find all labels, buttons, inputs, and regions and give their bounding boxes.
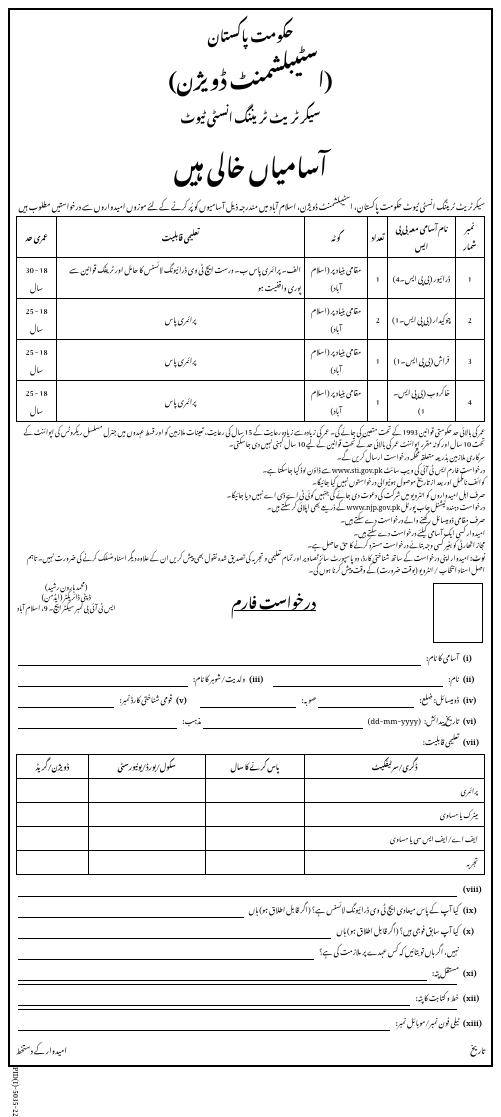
- form-row: (ix)کیا آپ کے پاس میعادی ایچ ٹی وی ڈرائی…: [16, 900, 485, 918]
- photo-box: [433, 583, 483, 643]
- form-row: (iv)ڈومیسائل: ضلع:صوبہ:(v)قومی شناختی کا…: [16, 690, 485, 708]
- field-line[interactable]: [18, 917, 244, 918]
- institute-line: سیکرٹریٹ ٹریننگ انسٹی ٹیوٹ: [16, 101, 485, 131]
- sign-label: امیدوار کے دستخط: [16, 1039, 67, 1059]
- intro-text: سیکرٹریٹ ٹریننگ انسٹی ٹیوٹ حکومت پاکستان…: [16, 199, 485, 212]
- note-text: امیدوار اپنی درخواست کے ساتھ شناختی کارڈ…: [27, 549, 485, 579]
- form-row: [16, 1009, 485, 1010]
- form-row: (xii)خط و کتابت کا پتہ:: [16, 988, 485, 1006]
- col-post: نام آسامی معہ بی پی ایس: [388, 216, 455, 257]
- form-row: (ii)نام:(iii)ولدیت/شوہر کا نام:: [16, 669, 485, 687]
- field-line[interactable]: [18, 665, 421, 666]
- education-table: ڈگری/سرٹیفکیٹ پاس کرنے کا سال سکول/بورڈ/…: [16, 754, 485, 875]
- field-line[interactable]: [318, 707, 414, 708]
- notes-block: عمر کی بالائی حد حکومتی قوانین 1993 کے ت…: [16, 426, 485, 577]
- field-line[interactable]: [18, 728, 177, 729]
- jobs-header-row: نمبر شمار نام آسامی معہ بی پی ایس تعداد …: [17, 216, 485, 257]
- label-permaddr: مستقل پتہ:: [432, 963, 459, 981]
- field-line[interactable]: [18, 1009, 457, 1010]
- signature-block: (محمد ہارون رشید) ڈپٹی ڈائریکٹر (ایڈمن) …: [16, 581, 116, 615]
- field-line[interactable]: [18, 959, 314, 960]
- col-qualification: تعلیمی قابلیت: [57, 216, 305, 257]
- table-row: پرائمری: [17, 778, 485, 802]
- edu-col-grade: ڈویژن/گریڈ: [17, 754, 89, 778]
- form-row: (x)کیا آپ سابق فوجی ہیں؟ (اگر قابل اطلاق…: [16, 921, 485, 939]
- form-row: (i)آسامی کا نام:: [16, 648, 485, 666]
- jobs-table: نمبر شمار نام آسامی معہ بی پی ایس تعداد …: [16, 216, 485, 422]
- table-row: میٹرک یا مساوی: [17, 802, 485, 826]
- table-row: ایف اے/ایف ایس سی یا مساوی: [17, 826, 485, 850]
- table-row: 1ڈرائیور (بی پی ایس۔4)1مقامی بنیاد پر (ا…: [17, 257, 485, 298]
- label-religion: مذہب:: [182, 711, 201, 729]
- col-count: تعداد: [368, 216, 388, 257]
- form-row: (xiii)ٹیلی فون نمبر/موبائل نمبر:: [16, 1013, 485, 1031]
- table-row: 4خاکروب (بی پی ایس۔1)1مقامی بنیاد پر (اس…: [17, 380, 485, 421]
- field-line[interactable]: [18, 1005, 410, 1006]
- table-row: 3فراش (بی پی ایس۔1)1مقامی بنیاد پر (اسلا…: [17, 339, 485, 380]
- field-line[interactable]: [18, 707, 114, 708]
- label-license: کیا آپ کے پاس میعادی ایچ ٹی وی ڈرائیونگ …: [249, 900, 459, 918]
- label-exarmy: کیا آپ سابق فوجی ہیں؟ (اگر قابل اطلاق ہو…: [336, 921, 459, 939]
- footer-row: تاریخ امیدوار کے دستخط: [16, 1039, 485, 1059]
- label-phone: ٹیلی فون نمبر/موبائل نمبر:: [395, 1013, 459, 1031]
- label-dobfmt: (dd-mm-yyyy): [368, 711, 421, 729]
- form-row: [16, 984, 485, 985]
- division-line: (اسٹیبلشمنٹ ڈویژن): [16, 51, 485, 101]
- field-line[interactable]: [18, 686, 188, 687]
- field-line[interactable]: [18, 938, 331, 939]
- sig-address: ایس ٹی آئی بی نمبر سیکٹر ایچ۔ 9، اسلام آ…: [17, 603, 115, 614]
- edu-col-board: سکول/بورڈ/یونیورسٹی: [88, 754, 205, 778]
- field-line[interactable]: [18, 896, 457, 897]
- edu-col-degree: ڈگری/سرٹیفکیٹ: [305, 754, 485, 778]
- form-row: (vi)تاریخ پیدائش:(dd-mm-yyyy)مذہب:: [16, 711, 485, 729]
- label-postaddr: خط و کتابت کا پتہ:: [415, 988, 459, 1006]
- label-post: آسامی کا نام:: [426, 648, 459, 666]
- edu-col-year: پاس کرنے کا سال: [205, 754, 304, 778]
- form-row: (xi)مستقل پتہ:: [16, 963, 485, 981]
- col-quota: کوٹہ: [305, 216, 368, 257]
- label-cnic: قومی شناختی کارڈ نمبر:: [119, 690, 172, 708]
- form-row: (vii)تعلیمی قابلیت:: [16, 732, 485, 750]
- govt-line: حکومت پاکستان: [16, 16, 485, 51]
- table-row: تجربہ: [17, 850, 485, 874]
- header-block: حکومت پاکستان (اسٹیبلشمنٹ ڈویژن) سیکرٹری…: [16, 16, 485, 193]
- label-name: نام:: [448, 669, 459, 687]
- field-line[interactable]: [18, 1030, 390, 1031]
- advertisement-page: حکومت پاکستان (اسٹیبلشمنٹ ڈویژن) سیکرٹری…: [8, 8, 493, 1067]
- field-line[interactable]: [18, 980, 427, 981]
- pid-number: PID(I)-5035-22: [8, 1067, 25, 1117]
- label-exarmy2: نہیں، اگر ہاں تو بتائیں کہ کس عہدے پر مل…: [319, 942, 459, 960]
- form-row: (viii): [16, 879, 485, 897]
- label-domicile: ڈومیسائل: ضلع:: [419, 690, 459, 708]
- edu-header-row: ڈگری/سرٹیفکیٹ پاس کرنے کا سال سکول/بورڈ/…: [17, 754, 485, 778]
- col-serial: نمبر شمار: [455, 216, 484, 257]
- vacancy-headline: آسامیاں خالی ہیں: [16, 133, 485, 193]
- date-label: تاریخ: [470, 1039, 485, 1059]
- field-line[interactable]: [273, 686, 443, 687]
- jobs-body: 1ڈرائیور (بی پی ایس۔4)1مقامی بنیاد پر (ا…: [17, 257, 485, 421]
- field-line[interactable]: [200, 707, 296, 708]
- form-row: نہیں، اگر ہاں تو بتائیں کہ کس عہدے پر مل…: [16, 942, 485, 960]
- col-age: عمری حد: [17, 216, 57, 257]
- field-line[interactable]: [18, 984, 457, 985]
- label-father: ولدیت/شوہر کا نام:: [193, 669, 245, 687]
- label-edu: تعلیمی قابلیت:: [423, 732, 459, 750]
- field-line[interactable]: [203, 728, 362, 729]
- table-row: 2چوکیدار (بی پی ایس۔1)2مقامی بنیاد پر (ا…: [17, 298, 485, 339]
- label-dob: تاریخ پیدائش:: [424, 711, 459, 729]
- label-province: صوبہ:: [301, 690, 316, 708]
